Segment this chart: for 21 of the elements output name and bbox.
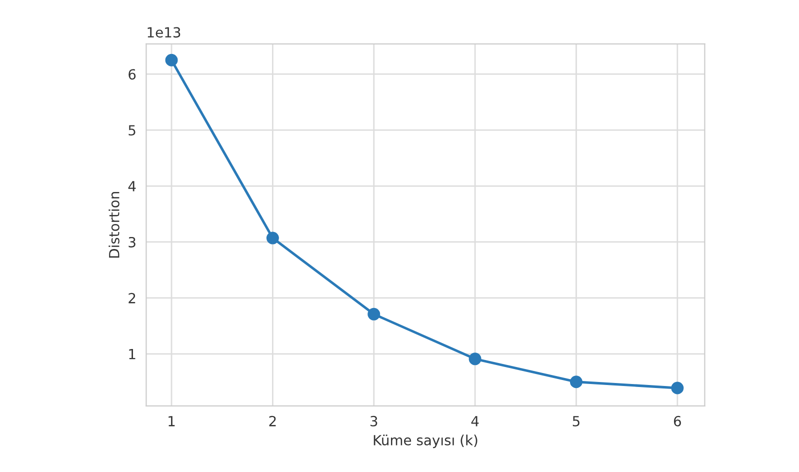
point — [570, 376, 582, 388]
y-tick-label: 1 — [129, 349, 136, 360]
y-axis-title: Distortion — [108, 192, 120, 258]
x-tick-label: 5 — [572, 416, 580, 426]
y-tick-label: 4 — [128, 181, 136, 192]
x-axis-title: Küme sayısı (k) — [374, 434, 478, 448]
x-tick-label: 3 — [370, 416, 378, 426]
x-tick-label: 6 — [674, 416, 681, 426]
point — [671, 382, 684, 394]
y-tick-label: 2 — [128, 292, 136, 304]
x-tick-label: 1 — [168, 416, 175, 426]
y-tick-label: 3 — [128, 236, 136, 248]
point — [165, 54, 178, 66]
x-tick-label: 4 — [471, 416, 479, 426]
y-tick-label: 5 — [128, 125, 136, 136]
point — [468, 352, 482, 366]
point — [266, 232, 279, 244]
point — [368, 308, 380, 320]
y-tick-label: 6 — [128, 69, 136, 80]
text: 1e13 — [148, 27, 180, 38]
x-tick-label: 2 — [269, 416, 276, 426]
